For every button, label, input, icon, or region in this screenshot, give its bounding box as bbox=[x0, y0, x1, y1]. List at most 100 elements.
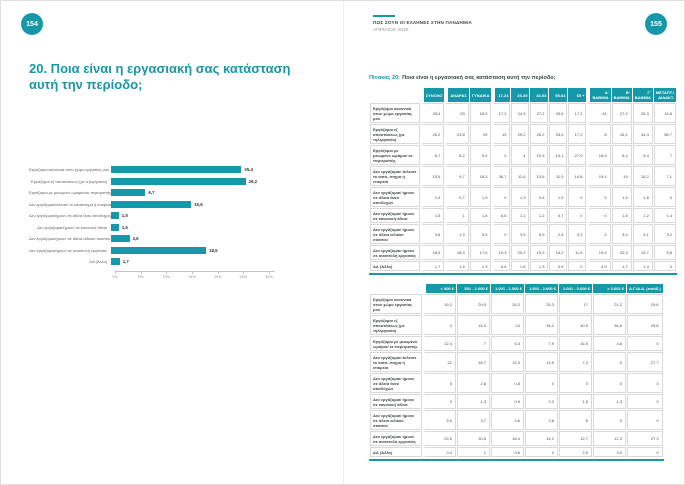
data-cell: 1,8 bbox=[511, 261, 530, 271]
data-cell: 15,7 bbox=[632, 245, 653, 260]
chart-category-label: Δεν εργάζομαι/ήμουν σε άδεια ειδικού σκο… bbox=[29, 236, 111, 242]
chart-value-label: 15,6 bbox=[194, 201, 203, 207]
page-number-badge: 154 bbox=[21, 13, 43, 35]
chart-rows: Εργάζομαι κανονικά στον χώρο εργασίας μο… bbox=[29, 164, 329, 268]
chart-bar-track: 26,2 bbox=[111, 177, 329, 185]
data-cell: 0 bbox=[653, 187, 676, 207]
data-cell: 0 bbox=[627, 410, 663, 430]
chart-bar-row: Δεν εργάζομαι/ήμουν σε άδεια άνευ αποδοχ… bbox=[29, 210, 329, 222]
table-income: < 500 €501 - 1.000 €1.001 - 1.500 €1.501… bbox=[369, 283, 677, 461]
chart-bar-track: 1,5 bbox=[111, 223, 329, 231]
chart-category-label: Εργάζομαι με μειωμένο ωράριο/εκ περιτροπ… bbox=[29, 190, 111, 196]
axis-tick-mark bbox=[115, 271, 116, 274]
axis-tick-label: 0% bbox=[112, 274, 118, 279]
report-subtitle: ΑΠΡΙΛΙΟΣ 2020 bbox=[373, 27, 409, 32]
row-label: ΔΑ (Άλλο) bbox=[370, 261, 420, 271]
data-cell: 15,6 bbox=[420, 166, 445, 186]
data-cell: 27,3 bbox=[627, 431, 663, 446]
data-cell: 19,2 bbox=[423, 294, 456, 314]
row-label: Δεν εργάζομαι/ ήμουν σε άδεια ειδικού σκ… bbox=[370, 410, 422, 430]
row-label: Δεν εργάζομαι/ ήμουν σε κανονική άδεια bbox=[370, 208, 420, 223]
data-cell: 34,4 bbox=[632, 124, 653, 144]
data-cell: 0,7 bbox=[445, 187, 469, 207]
data-cell: 18,4 bbox=[491, 431, 524, 446]
data-cell: 54,6 bbox=[593, 315, 626, 335]
data-cell: 27,9 bbox=[568, 145, 587, 165]
data-cell: 29 bbox=[469, 124, 492, 144]
data-cell: 1,3 bbox=[457, 394, 490, 409]
column-header: ΑΝΔΡΑΣ bbox=[445, 88, 469, 102]
data-cell: 9,8 bbox=[653, 245, 676, 260]
data-cell: 7 bbox=[653, 145, 676, 165]
header-row: ΣΥΝΟΛΟ ΑΝΔΡΑΣ ΓΥΝΑΙΚΑ 17-24 25-39 40-54 55-64 6… bbox=[370, 88, 676, 102]
row-label: Δεν εργάζομαι/ ήμουν σε αναστολή εργασία… bbox=[370, 245, 420, 260]
data-cell: 25,6 bbox=[549, 103, 568, 123]
axis-tick-label: 25% bbox=[239, 274, 248, 279]
data-cell: 11,5 bbox=[549, 166, 568, 186]
chart-bar-track: 15,6 bbox=[111, 200, 329, 208]
chart-bar-row: Εργάζομαι κανονικά στον χώρο εργασίας μο… bbox=[29, 164, 329, 176]
data-cell: 4 bbox=[511, 145, 530, 165]
data-cell: 25,6 bbox=[627, 315, 663, 335]
row-label: ΔΑ (Άλλο) bbox=[370, 447, 422, 457]
chart-x-axis: 0% 5% 10% 15% 20% 25% 30% bbox=[112, 270, 275, 283]
column-header: ΓΥΝΑΙΚΑ bbox=[469, 88, 492, 102]
chart-category-label: Δεν εργάζομαι/ήμουν σε άδεια άνευ αποδοχ… bbox=[29, 213, 111, 219]
data-cell: 0,9 bbox=[491, 394, 524, 409]
table-row: Δεν εργάζομαι/ ήμουν σε άδεια ειδικού σκ… bbox=[370, 224, 676, 244]
data-cell: 1,5 bbox=[559, 394, 592, 409]
data-cell: 0 bbox=[568, 187, 587, 207]
chart-bar bbox=[111, 212, 119, 220]
data-cell: 0,4 bbox=[423, 447, 456, 457]
column-header: 55-64 bbox=[549, 88, 568, 102]
row-label: Εργάζομαι κανονικά στον χώρο εργασίας μο… bbox=[370, 294, 422, 314]
data-cell: 0,6 bbox=[491, 447, 524, 457]
data-cell: 5,4 bbox=[632, 145, 653, 165]
data-cell: 4,8 bbox=[593, 336, 626, 351]
data-cell: 34,2 bbox=[525, 315, 558, 335]
data-cell: 0 bbox=[525, 373, 558, 393]
data-cell: 26,2 bbox=[530, 124, 549, 144]
data-cell: 7,9 bbox=[525, 336, 558, 351]
data-cell: 40,9 bbox=[559, 315, 592, 335]
data-cell: 16,5 bbox=[559, 336, 592, 351]
table-row: ΔΑ (Άλλο) 0,4 1 0,6 0 2,5 3,9 0 bbox=[370, 447, 663, 457]
data-cell: 17,2 bbox=[492, 103, 511, 123]
column-header: ΜΕΤΑΠΤ./ ΔΙΔΑΚΤ. bbox=[653, 88, 676, 102]
data-cell: 18,3 bbox=[469, 166, 492, 186]
table-row: Εργάζομαι κανονικά στον χώρο εργασίας μο… bbox=[370, 103, 676, 123]
axis-tick-label: 20% bbox=[213, 274, 222, 279]
data-cell: 1,5 bbox=[420, 187, 445, 207]
data-cell: 16,1 bbox=[611, 124, 632, 144]
table-row: Δεν εργάζομαι/ έκλεισε το κατά- στημα ή … bbox=[370, 166, 676, 186]
data-cell: 17,2 bbox=[568, 103, 587, 123]
row-label: Εργάζομαι με μειωμένο ωράριο/ εκ περιτρο… bbox=[370, 145, 420, 165]
row-label: Δεν εργάζομαι/ ήμουν σε αναστολή εργασία… bbox=[370, 431, 422, 446]
data-cell: 3,9 bbox=[593, 447, 626, 457]
data-cell: 1,5 bbox=[445, 261, 469, 271]
chart-bar bbox=[111, 246, 206, 254]
data-cell: 25,3 bbox=[525, 294, 558, 314]
data-cell: 3,2 bbox=[653, 224, 676, 244]
data-cell: 0 bbox=[593, 352, 626, 372]
chart-value-label: 1,5 bbox=[121, 224, 128, 230]
data-cell: 1,7 bbox=[611, 261, 632, 271]
table-caption-label: Πίνακας 20: bbox=[369, 75, 401, 81]
data-cell: 18,9 bbox=[445, 245, 469, 260]
column-header: 2.001 - 3.000 € bbox=[559, 284, 592, 293]
data-cell: 2,3 bbox=[525, 394, 558, 409]
data-cell: 12,7 bbox=[559, 431, 592, 446]
data-cell: 3,3 bbox=[568, 224, 587, 244]
axis-tick-label: 15% bbox=[188, 274, 196, 279]
data-cell: 1,9 bbox=[469, 187, 492, 207]
chart-bar bbox=[111, 189, 146, 197]
chart-category-label: Δεν εργάζομαι/ήμουν σε κανονική άδεια bbox=[37, 224, 107, 230]
chart-value-label: 18,5 bbox=[209, 247, 218, 253]
table-bottom-rule bbox=[369, 459, 664, 461]
table-bottom-rule bbox=[369, 273, 677, 275]
bar-chart: Εργάζομαι κανονικά στον χώρο εργασίας μο… bbox=[29, 164, 329, 283]
data-cell: 24,9 bbox=[511, 103, 530, 123]
data-cell: 19,4 bbox=[587, 166, 611, 186]
data-cell: 3,6 bbox=[420, 224, 445, 244]
data-cell: 58,7 bbox=[653, 124, 676, 144]
